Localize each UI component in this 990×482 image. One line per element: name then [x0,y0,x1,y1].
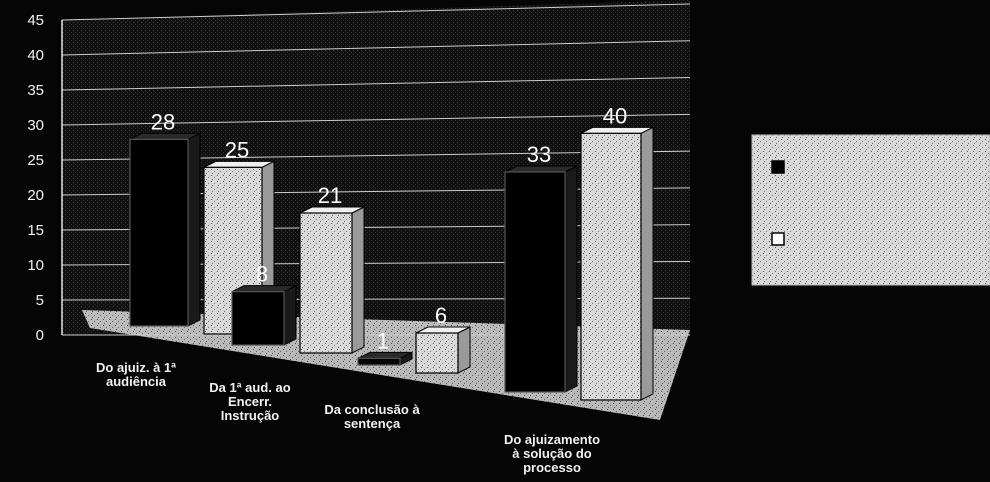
y-tick-label: 25 [27,152,44,169]
legend-swatch [771,232,785,246]
gridline [61,3,691,21]
x-category-label-line: à solução do [512,446,592,461]
y-tick-label: 30 [27,117,44,134]
data-label: 1 [377,328,389,353]
gridline [61,40,691,56]
bar [415,332,459,374]
x-category-label: Da conclusão à sentença [324,402,420,431]
x-category-label: Da 1ª aud. ao Encerr. Instrução [209,380,290,423]
bar-side [640,126,654,401]
gridline [61,77,691,91]
data-label: 33 [527,142,551,167]
bar-side [564,165,578,393]
data-label: 6 [435,303,447,328]
legend [751,134,990,286]
data-label: 8 [256,262,268,287]
x-category-label-line: audiência [106,374,167,389]
y-tick-label: 0 [36,327,44,344]
y-tick-label: 10 [27,257,44,274]
x-category-label: Do ajuiz. à 1ª audiência [96,360,176,389]
bar [299,212,353,354]
x-category-label: Do ajuizamento à solução do processo [504,432,600,475]
y-tick-label: 20 [27,187,44,204]
bar [504,171,566,393]
gridline [61,113,691,126]
data-label: 40 [603,103,627,128]
x-category-label-line: processo [523,460,581,475]
bar-side [187,132,201,327]
legend-swatch [771,160,785,174]
x-category-label-line: Da conclusão à [324,402,420,417]
bar [580,132,642,401]
x-category-label-line: Da 1ª aud. ao [209,380,290,395]
y-tick-label: 35 [27,82,44,99]
bar-side [351,206,365,354]
bar-side [283,284,297,346]
y-tick-label: 40 [27,47,44,64]
bar [129,138,189,327]
y-tick-label: 45 [27,12,44,29]
x-category-label-line: Encerr. [228,394,272,409]
x-category-label-line: Do ajuizamento [504,432,600,447]
y-tick-label: 15 [27,222,44,239]
bar [231,291,285,346]
data-label: 28 [151,109,175,134]
bar-side [457,326,471,374]
x-category-label-line: Instrução [221,408,280,423]
data-label: 21 [318,183,342,208]
y-tick-label: 5 [36,292,44,309]
data-label: 25 [225,137,249,162]
x-category-label-line: Do ajuiz. à 1ª [96,360,176,375]
bar [357,357,401,366]
x-category-label-line: sentença [344,416,401,431]
